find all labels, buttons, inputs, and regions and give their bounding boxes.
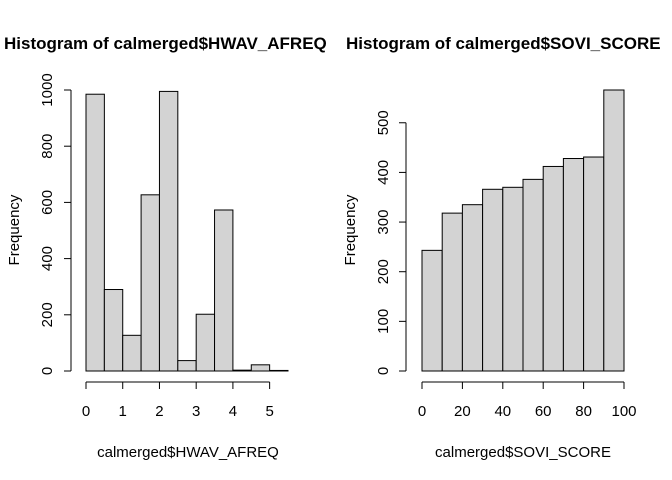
x-tick-label: 60	[535, 403, 552, 420]
histogram-bar	[421, 249, 443, 372]
y-tick-label: 100	[375, 309, 392, 334]
histogram-bar	[140, 194, 160, 372]
histogram-bar	[250, 364, 271, 372]
histogram-bar	[158, 90, 179, 372]
histogram-bar	[232, 369, 252, 372]
histogram-bar	[482, 188, 504, 372]
histogram-bar	[562, 158, 585, 372]
histogram-bar	[603, 89, 625, 372]
y-tick-label: 300	[375, 210, 392, 235]
x-tick-label: 20	[454, 403, 471, 420]
x-tick-label: 3	[192, 403, 200, 420]
chart-title: Histogram of calmerged$HWAV_AFREQ	[4, 34, 327, 53]
x-tick-label: 1	[119, 403, 127, 420]
x-tick-label: 5	[265, 403, 273, 420]
y-tick-label: 500	[375, 110, 392, 135]
histogram-bar	[177, 360, 197, 372]
histogram-bar	[583, 156, 605, 372]
bars	[85, 90, 289, 372]
histogram-bar	[122, 334, 142, 372]
x-tick-label: 40	[494, 403, 511, 420]
x-tick-label: 100	[611, 403, 636, 420]
histogram-panel-sovi: Histogram of calmerged$SOVI_SCORE 0 20 40 60…	[342, 34, 661, 461]
y-axis-title: Frequency	[342, 194, 359, 265]
bars	[421, 89, 625, 372]
histogram-bar	[522, 178, 544, 372]
y-tick-label: 800	[39, 134, 56, 159]
x-axis-title: calmerged$SOVI_SCORE	[435, 444, 611, 461]
x-tick-label: 0	[82, 403, 90, 420]
histogram-bar	[441, 212, 463, 372]
histogram-bar	[269, 369, 289, 372]
histogram-bar	[461, 204, 484, 372]
chart-title: Histogram of calmerged$SOVI_SCORE	[346, 34, 661, 53]
x-axis: 0 1 2 3 4 5	[82, 381, 274, 420]
histogram-bar	[103, 289, 124, 372]
histogram-bar	[85, 93, 105, 372]
x-tick-label: 0	[418, 403, 426, 420]
y-tick-label: 0	[375, 367, 392, 375]
x-tick-label: 2	[155, 403, 163, 420]
histogram-bar	[542, 165, 564, 372]
y-tick-label: 400	[375, 160, 392, 185]
y-tick-label: 400	[39, 246, 56, 271]
histogram-bar	[502, 186, 524, 372]
y-axis: 0 100 200 300 400 500	[375, 110, 407, 375]
y-tick-label: 1000	[39, 73, 56, 106]
y-axis-title: Frequency	[6, 194, 23, 265]
y-axis: 0 200 400 600 800 1000	[39, 73, 72, 375]
histogram-bar	[195, 313, 216, 372]
x-axis: 0 20 40 60 80 100	[418, 381, 637, 420]
y-tick-label: 600	[39, 190, 56, 215]
y-tick-label: 200	[39, 302, 56, 327]
y-tick-label: 200	[375, 259, 392, 284]
x-tick-label: 4	[229, 403, 237, 420]
y-tick-label: 0	[39, 367, 56, 375]
x-tick-label: 80	[575, 403, 592, 420]
histogram-bar	[214, 209, 234, 372]
x-axis-title: calmerged$HWAV_AFREQ	[97, 444, 279, 461]
